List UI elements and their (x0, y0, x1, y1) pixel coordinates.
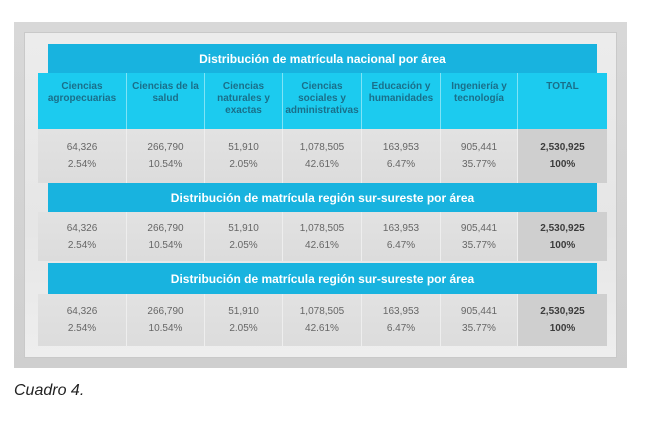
cell-percent: 35.77% (462, 159, 496, 170)
column-header-row: Ciencias agropecuarias Ciencias de la sa… (38, 73, 607, 129)
cell-percent: 2.54% (67, 159, 97, 170)
header-line: naturales y (217, 93, 270, 104)
cell-value: 2,530,925 (540, 306, 585, 317)
data-block-sur-sureste-2: 64,326 2.54% 266,790 10.54% 51,910 2.05% 1,… (38, 294, 607, 346)
header-line: administrativas (285, 105, 359, 116)
data-cell: 905,441 35.77% (441, 129, 518, 183)
cell-percent: 6.47% (386, 159, 416, 170)
cell-percent: 42.61% (305, 239, 339, 251)
header-line: TOTAL (546, 81, 579, 92)
data-cell: 51,910 2.05% (205, 212, 283, 261)
data-cell: 266,790 10.54% (127, 294, 205, 346)
header-agropecuarias: Ciencias agropecuarias (38, 73, 127, 129)
cell-value: 51,910 (228, 306, 259, 317)
cell-percent: 6.47% (386, 323, 416, 334)
cell-value: 266,790 (147, 222, 184, 234)
cell-value: 64,326 (66, 222, 98, 234)
header-line: tecnología (453, 93, 504, 104)
header-line: Ingeniería y (451, 81, 507, 92)
total-cell: 2,530,925 100% (518, 294, 607, 346)
header-line: exactas (225, 105, 262, 116)
data-cell: 266,790 10.54% (127, 212, 205, 261)
cell-percent: 42.61% (305, 159, 339, 170)
data-cell: 163,953 6.47% (362, 129, 441, 183)
cell-percent: 100% (549, 159, 576, 170)
data-cell: 64,326 2.54% (38, 129, 127, 183)
cell-percent: 2.54% (67, 239, 97, 251)
cell-value: 64,326 (66, 306, 98, 317)
header-line: Educación y (371, 81, 431, 92)
data-cell: 64,326 2.54% (38, 212, 127, 261)
cell-value: 64,326 (66, 142, 98, 153)
total-cell: 2,530,925 100% (518, 212, 607, 261)
header-line: sociales y (298, 93, 346, 104)
header-naturales-exactas: Ciencias naturales y exactas (205, 73, 283, 129)
cell-percent: 2.54% (67, 323, 97, 334)
cell-value: 266,790 (147, 142, 184, 153)
data-cell: 1,078,505 42.61% (283, 129, 362, 183)
cell-percent: 6.47% (386, 239, 416, 251)
cell-value: 2,530,925 (540, 142, 585, 153)
data-cell: 64,326 2.54% (38, 294, 127, 346)
cell-percent: 100% (549, 323, 576, 334)
cell-value: 51,910 (228, 142, 259, 153)
data-cell: 1,078,505 42.61% (283, 212, 362, 261)
cell-value: 1,078,505 (299, 142, 345, 153)
section-title-national: Distribución de matrícula nacional por á… (48, 44, 597, 73)
header-sociales-administrativas: Ciencias sociales y administrativas (283, 73, 362, 129)
cell-percent: 10.54% (148, 323, 183, 334)
cell-value: 51,910 (228, 222, 259, 234)
header-line: humanidades (368, 93, 434, 104)
header-line: Ciencias (222, 81, 265, 92)
cell-value: 1,078,505 (299, 306, 345, 317)
data-block-sur-sureste: 64,326 2.54% 266,790 10.54% 51,910 2.05% 1,… (38, 212, 607, 261)
cell-value: 2,530,925 (540, 222, 585, 234)
cell-value: 905,441 (460, 142, 498, 153)
cell-percent: 10.54% (148, 159, 183, 170)
header-line: Ciencias (301, 81, 343, 92)
data-cell: 1,078,505 42.61% (283, 294, 362, 346)
cell-value: 1,078,505 (299, 222, 345, 234)
cell-percent: 100% (549, 239, 576, 251)
cell-value: 266,790 (147, 306, 184, 317)
cell-percent: 2.05% (229, 239, 258, 251)
total-cell: 2,530,925 100% (518, 129, 607, 183)
data-cell: 905,441 35.77% (441, 294, 518, 346)
cell-percent: 2.05% (229, 159, 258, 170)
cell-value: 163,953 (382, 222, 420, 234)
cell-value: 905,441 (460, 222, 498, 234)
data-cell: 266,790 10.54% (127, 129, 205, 183)
cell-percent: 42.61% (305, 323, 339, 334)
section-title-sur-sureste: Distribución de matrícula región sur-sur… (48, 183, 597, 212)
data-cell: 163,953 6.47% (362, 212, 441, 261)
cell-percent: 35.77% (462, 239, 496, 251)
cell-value: 163,953 (382, 306, 420, 317)
data-block-national: 64,326 2.54% 266,790 10.54% 51,910 2.05% 1,… (38, 129, 607, 183)
header-line: salud (152, 93, 179, 104)
section-title-sur-sureste-2: Distribución de matrícula región sur-sur… (48, 263, 597, 294)
data-cell: 163,953 6.47% (362, 294, 441, 346)
cell-percent: 35.77% (462, 323, 496, 334)
header-educacion-humanidades: Educación y humanidades (362, 73, 441, 129)
cell-value: 905,441 (460, 306, 498, 317)
cell-percent: 2.05% (229, 323, 258, 334)
header-line: agropecuarias (47, 93, 117, 104)
header-salud: Ciencias de la salud (127, 73, 205, 129)
header-total: TOTAL (518, 73, 607, 129)
data-cell: 905,441 35.77% (441, 212, 518, 261)
data-cell: 51,910 2.05% (205, 129, 283, 183)
figure-caption: Cuadro 4. (14, 382, 85, 399)
data-cell: 51,910 2.05% (205, 294, 283, 346)
cell-percent: 10.54% (148, 239, 183, 251)
header-ingenieria-tecnologia: Ingeniería y tecnología (441, 73, 518, 129)
cell-value: 163,953 (382, 142, 420, 153)
header-line: Ciencias de la (132, 81, 199, 92)
header-line: Ciencias (61, 81, 103, 92)
